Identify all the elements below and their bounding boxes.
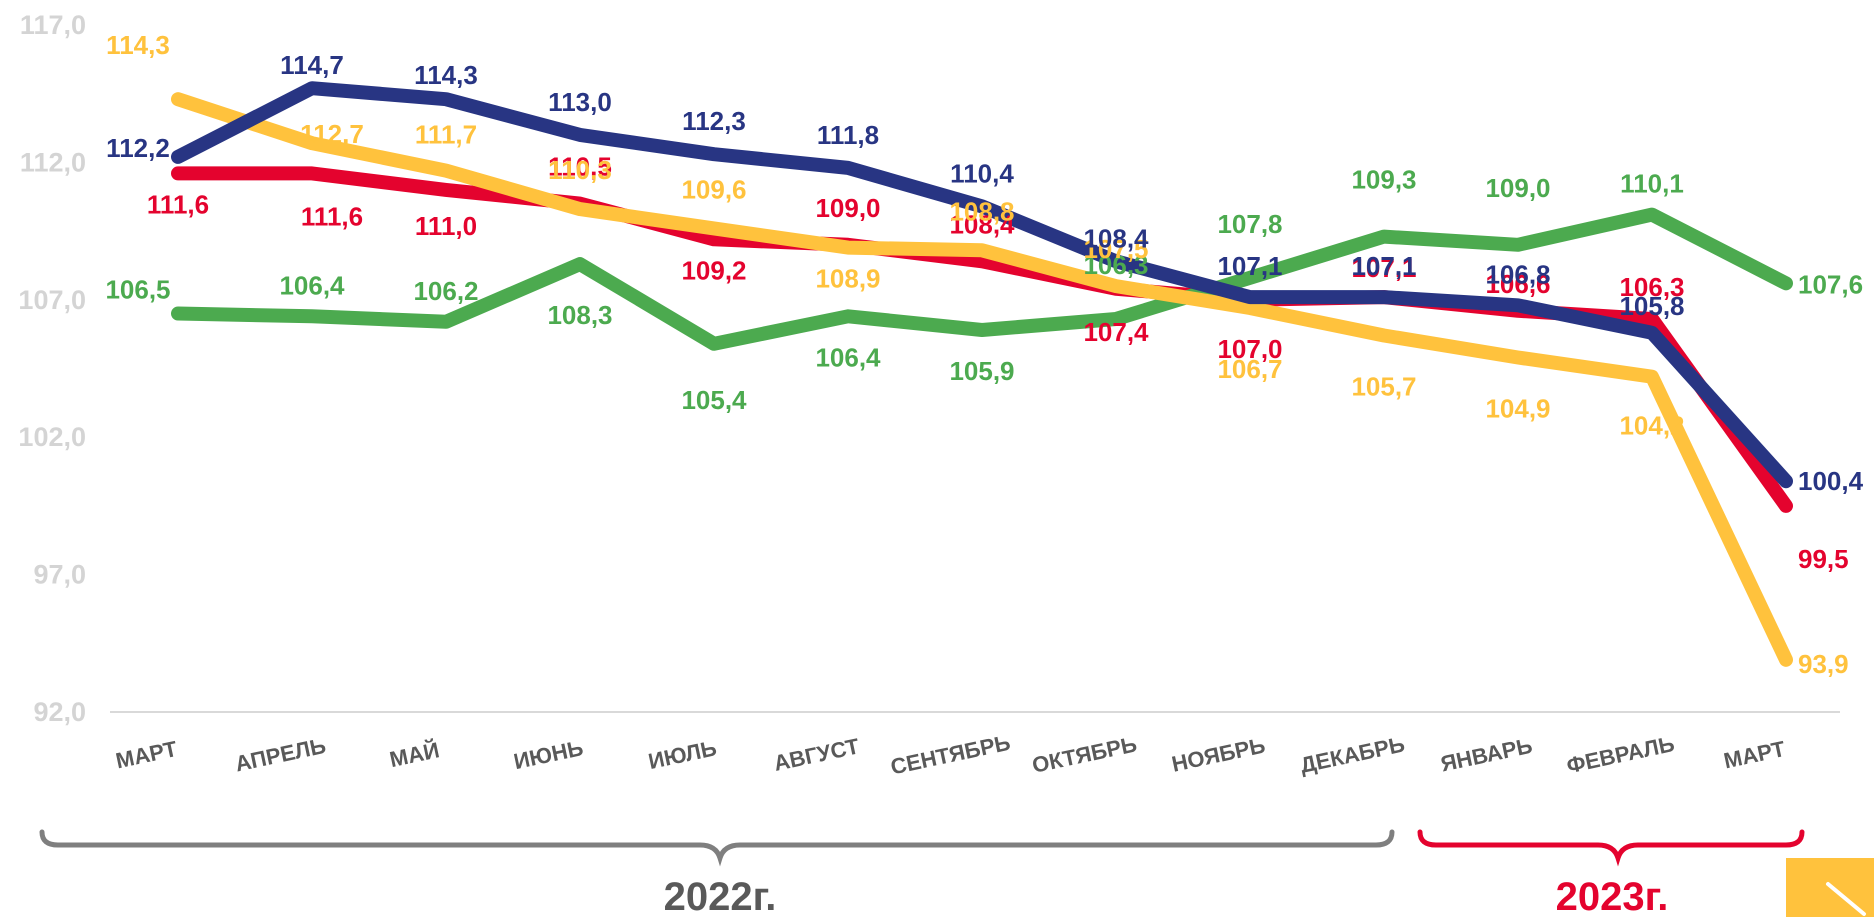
period-label-2023: 2023г. [1556,875,1669,917]
series-line-3 [171,92,1793,667]
data-label: 112,3 [682,106,746,136]
data-label: 106,4 [279,270,345,300]
data-label: 93,9 [1798,649,1849,679]
data-label: 111,7 [415,120,477,150]
x-tick-label: МАРТ [1721,736,1787,773]
x-axis: МАРТ АПРЕЛЬ МАЙ ИЮНЬ ИЮЛЬ АВГУСТ СЕНТЯБРЬ ОКТЯБ… [113,730,1787,780]
data-label: 110,5 [548,152,612,182]
data-label: 109,0 [815,193,880,223]
data-label: 110,3 [548,155,612,185]
data-label: 106,7 [1217,354,1282,384]
x-tick-label: ИЮЛЬ [646,735,719,774]
data-label: 104,2 [1619,411,1684,441]
y-axis: 92,0 97,0 102,0 107,0 112,0 117,0 [18,10,86,727]
data-label: 114,3 [106,30,170,60]
period-brace-2022 [39,829,1395,867]
y-tick-label: 117,0 [20,10,86,40]
data-label: 111,6 [301,201,363,231]
x-tick-label: ФЕВРАЛЬ [1564,731,1676,778]
data-label: 105,8 [1619,291,1684,321]
data-labels: 111,6 111,6 111,0 110,5 109,2 109,0 108,4 107,4… [105,30,1863,679]
y-tick-label: 102,0 [18,422,86,452]
data-label: 105,7 [1351,372,1416,402]
data-label: 111,8 [817,120,879,150]
data-label: 112,2 [106,133,170,163]
data-label: 107,1 [1217,251,1282,281]
data-label: 99,5 [1798,544,1849,574]
data-label: 106,4 [815,342,881,372]
x-tick-label: СЕНТЯБРЬ [888,730,1012,780]
series-line-2 [171,207,1793,351]
y-tick-label: 112,0 [20,147,86,177]
data-label: 108,9 [815,264,880,294]
series-lines [171,81,1793,667]
y-tick-label: 107,0 [18,285,86,315]
data-label: 108,4 [949,209,1015,239]
data-label: 111,0 [415,211,477,241]
data-label: 113,0 [548,87,612,117]
period-brace-2023 [1417,829,1805,867]
data-label: 106,3 [1619,272,1684,302]
x-tick-label: АПРЕЛЬ [233,733,328,777]
data-label: 107,0 [1217,334,1282,364]
data-label: 106,3 [1083,250,1148,280]
data-label: 107,1 [1351,251,1416,281]
data-label: 108,3 [547,300,612,330]
x-tick-label: ИЮНЬ [512,735,586,774]
data-label: 106,8 [1485,259,1550,289]
data-label: 107,6 [1798,269,1863,299]
x-tick-label: МАРТ [113,736,179,773]
data-label: 104,9 [1485,394,1550,424]
arrow-down-right-icon [1826,882,1866,916]
x-tick-label: ДЕКАБРЬ [1298,731,1407,778]
x-tick-label: ЯНВАРЬ [1438,733,1534,777]
data-label: 105,4 [681,385,747,415]
data-label: 110,1 [1620,169,1684,199]
x-tick-label: АВГУСТ [771,733,862,776]
data-label: 100,4 [1798,466,1864,496]
data-label: 110,4 [950,158,1014,188]
data-label: 107,1 [1351,253,1416,283]
data-label: 106,2 [413,276,478,306]
data-label: 107,5 [1083,234,1148,264]
x-tick-label: НОЯБРЬ [1169,733,1267,777]
data-label: 114,3 [414,60,478,90]
data-label: 107,4 [1083,317,1149,347]
data-label: 114,7 [280,50,344,80]
data-label: 109,6 [681,174,746,204]
y-tick-label: 92,0 [33,697,86,727]
y-tick-label: 97,0 [33,560,86,590]
x-tick-label: ОКТЯБРЬ [1030,731,1139,778]
data-label: 106,6 [1485,269,1550,299]
data-label: 109,2 [681,255,746,285]
period-label-2022: 2022г. [664,875,777,917]
data-label: 105,9 [949,356,1014,386]
corner-badge [1786,858,1874,917]
data-label: 108,4 [1083,223,1149,253]
data-label: 106,5 [105,275,170,305]
data-label: 107,8 [1217,209,1282,239]
data-label: 111,6 [147,189,209,219]
data-label: 109,0 [1485,173,1550,203]
data-label: 109,3 [1351,165,1416,195]
data-label: 108,8 [949,196,1014,226]
data-label: 112,7 [300,119,364,149]
series-line-4 [171,81,1793,489]
x-tick-label: МАЙ [387,737,441,772]
